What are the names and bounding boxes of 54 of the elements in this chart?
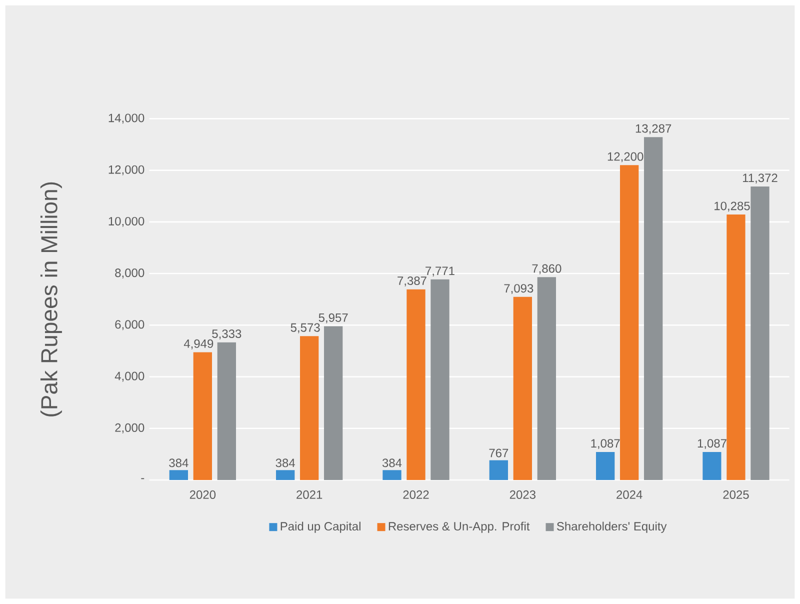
bar	[726, 214, 746, 480]
bar	[382, 470, 402, 480]
data-label: 7,093	[504, 284, 534, 294]
data-label: 1,087	[698, 439, 726, 449]
data-label: 384	[382, 458, 402, 468]
data-label: 13,287	[636, 124, 672, 134]
y-tick-label: 12,000	[108, 165, 144, 176]
bar	[513, 296, 532, 480]
data-label: 12,200	[608, 152, 644, 162]
y-tick-label: 4,000	[114, 372, 144, 382]
y-axis-title: (Pak Rupees in Million)	[40, 182, 62, 416]
data-label: 5,333	[212, 330, 242, 340]
x-tick-label: 2021	[296, 490, 322, 499]
bar	[193, 352, 212, 480]
data-label: 5,957	[318, 313, 348, 324]
bar	[702, 452, 722, 480]
x-tick-label: 2023	[510, 490, 536, 499]
data-label: 7,387	[398, 276, 426, 286]
bar	[276, 470, 295, 480]
y-tick-label: 2,000	[115, 423, 144, 434]
data-label: 11,372	[743, 174, 778, 184]
bar	[217, 342, 236, 480]
bar	[489, 460, 508, 480]
bar	[620, 165, 639, 480]
data-label: 7,860	[532, 264, 562, 274]
bar	[750, 186, 770, 480]
bar	[169, 470, 188, 480]
data-label: 4,949	[184, 339, 214, 350]
legend-label: Shareholders' Equity	[556, 522, 667, 533]
x-tick-label: 2024	[616, 490, 642, 499]
y-tick-label: 10,000	[108, 216, 144, 227]
data-label: 1,087	[591, 439, 620, 449]
x-tick-label: 2020	[190, 490, 216, 499]
bar	[644, 137, 663, 480]
y-tick-label: -	[141, 478, 144, 480]
y-tick-label: 8,000	[115, 268, 144, 278]
data-label: 384	[276, 458, 295, 468]
bar	[324, 326, 343, 480]
bar	[596, 452, 615, 480]
x-tick-label: 2025	[723, 490, 749, 499]
x-tick-label: 2022	[403, 490, 429, 499]
legend-label: Reserves & Un-App. Profit	[388, 522, 530, 533]
data-label: 767	[489, 448, 508, 458]
data-label: 384	[169, 458, 188, 468]
bar	[537, 277, 556, 480]
data-label: 10,285	[714, 202, 750, 212]
y-tick-label: 6,000	[115, 320, 144, 330]
data-label: 5,573	[290, 323, 320, 334]
bar	[300, 336, 319, 480]
bar	[406, 289, 426, 480]
legend-label: Paid up Capital	[280, 522, 360, 533]
bar	[430, 279, 450, 480]
data-label: 7,771	[426, 266, 454, 276]
y-tick-label: 14,000	[108, 114, 144, 124]
